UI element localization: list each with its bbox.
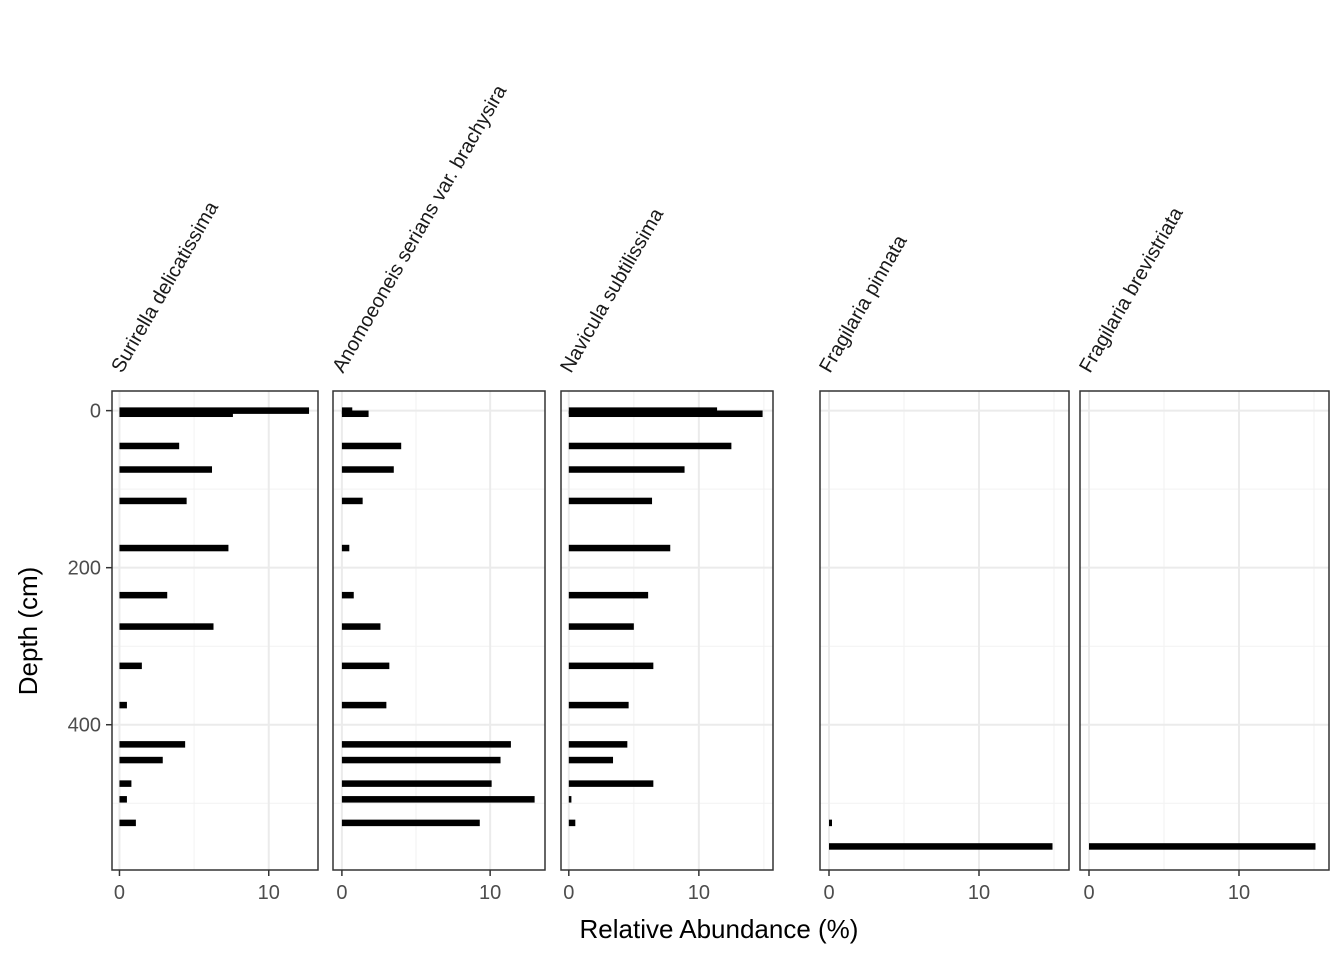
bar xyxy=(341,662,390,670)
panel-border xyxy=(111,390,319,871)
y-tick-label: 400 xyxy=(68,715,101,737)
bar xyxy=(341,623,381,630)
panel-border xyxy=(1079,390,1330,871)
bar xyxy=(341,756,501,764)
bar xyxy=(119,701,127,709)
bar xyxy=(341,544,350,552)
x-tick-label: 10 xyxy=(1228,882,1250,904)
panel-border xyxy=(819,390,1070,871)
bar xyxy=(341,410,369,418)
y-tick-label: 0 xyxy=(90,401,101,423)
bar xyxy=(568,410,763,418)
bar xyxy=(119,756,163,764)
bar xyxy=(568,701,629,709)
x-tick-label: 10 xyxy=(479,882,501,904)
bar xyxy=(119,497,187,505)
bar xyxy=(119,544,229,552)
bar xyxy=(568,780,654,787)
bar xyxy=(119,662,142,670)
y-tick-label: 200 xyxy=(68,558,101,580)
panel-border xyxy=(560,390,774,871)
bar xyxy=(829,843,1053,850)
x-tick-label: 0 xyxy=(114,882,125,904)
bar xyxy=(568,442,732,450)
bar xyxy=(341,442,402,450)
bar xyxy=(568,544,671,552)
bar xyxy=(119,466,213,473)
bar xyxy=(568,819,576,827)
x-tick-label: 0 xyxy=(823,882,834,904)
bar xyxy=(341,741,511,748)
bar xyxy=(341,466,394,473)
bar xyxy=(341,497,363,505)
bar xyxy=(341,591,354,599)
bar xyxy=(568,466,685,473)
bar xyxy=(119,410,233,418)
bar xyxy=(119,442,180,450)
panel-background xyxy=(820,391,1069,870)
panel-background xyxy=(561,391,773,870)
bar xyxy=(568,756,614,764)
bar xyxy=(119,741,186,748)
bar xyxy=(341,796,535,803)
bar xyxy=(568,497,653,505)
x-axis-title: Relative Abundance (%) xyxy=(580,914,859,944)
bar xyxy=(568,741,628,748)
panel-border xyxy=(332,390,546,871)
panel-background xyxy=(112,391,318,870)
bar xyxy=(341,780,492,787)
bar xyxy=(568,662,654,670)
y-axis-title: Depth (cm) xyxy=(13,567,43,696)
x-tick-label: 0 xyxy=(1083,882,1094,904)
bar xyxy=(568,623,634,630)
x-tick-label: 10 xyxy=(688,882,710,904)
bar xyxy=(119,819,136,827)
bar xyxy=(568,796,572,803)
y-axis: 0 200 400 xyxy=(68,401,112,737)
bar xyxy=(568,591,649,599)
x-tick-label: 10 xyxy=(258,882,280,904)
bar xyxy=(1089,843,1316,850)
bar xyxy=(341,819,480,827)
bar xyxy=(119,796,127,803)
x-tick-label: 10 xyxy=(968,882,990,904)
x-tick-label: 0 xyxy=(563,882,574,904)
bar xyxy=(119,623,214,630)
bar xyxy=(341,701,387,709)
bar xyxy=(829,819,832,827)
bar xyxy=(119,780,132,787)
bar xyxy=(119,591,168,599)
panel-background xyxy=(1080,391,1329,870)
x-tick-label: 0 xyxy=(336,882,347,904)
